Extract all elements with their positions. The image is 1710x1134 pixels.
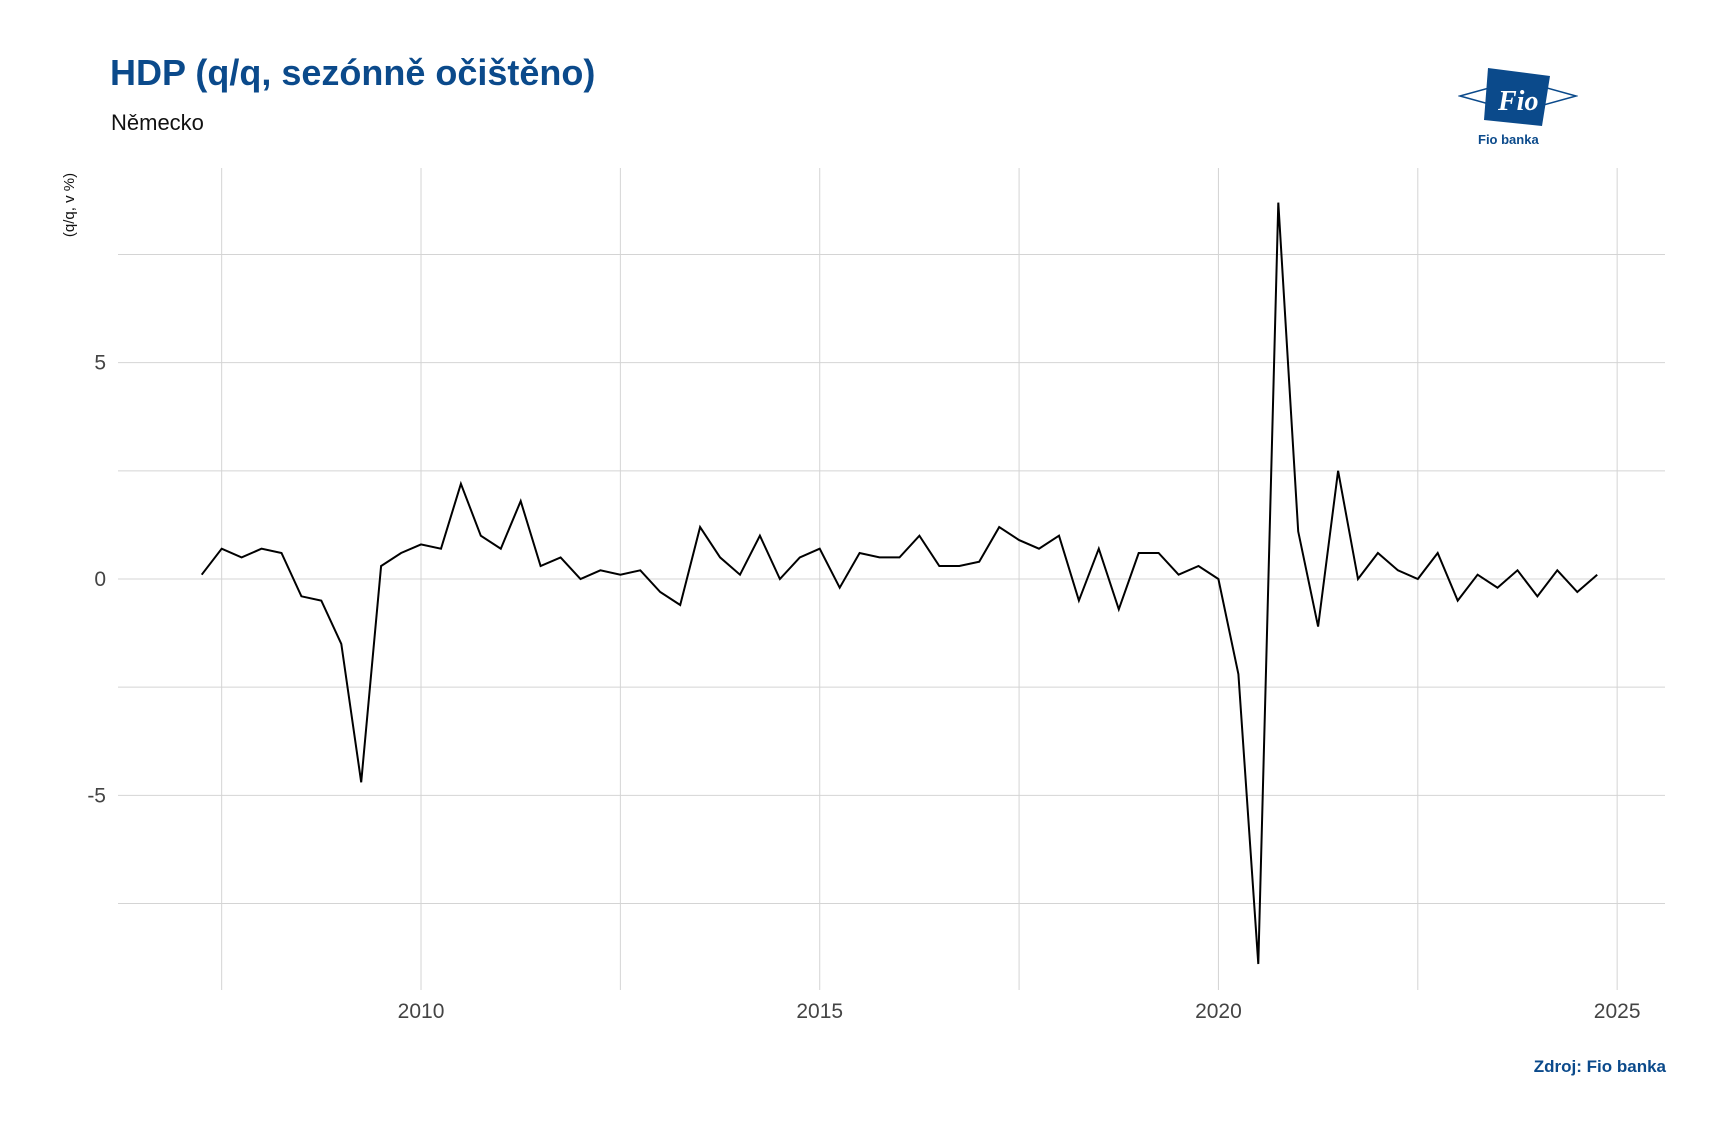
source-note: Zdroj: Fio banka [1533, 1057, 1666, 1076]
x-tick-label: 2020 [1195, 1000, 1242, 1023]
x-tick-label: 2010 [398, 1000, 445, 1023]
fio-banka-logo-icon: Fio [1458, 68, 1578, 126]
series-line [200, 202, 1598, 965]
axis-ticks: 2010 2015 2020 2025 -5 0 5 [87, 352, 1640, 1023]
logo-caption: Fio banka [1478, 132, 1539, 147]
series-layer [200, 202, 1598, 965]
y-tick-label: 5 [94, 352, 106, 375]
grid [118, 168, 1665, 990]
logo-mark-text: Fio [1497, 86, 1538, 117]
x-tick-label: 2025 [1594, 1000, 1641, 1023]
chart-subtitle: Německo [111, 110, 204, 135]
x-tick-label: 2015 [796, 1000, 843, 1023]
y-tick-label: -5 [87, 784, 106, 807]
y-axis-label: (q/q, v %) [61, 173, 78, 237]
y-tick-label: 0 [94, 568, 106, 591]
chart-title: HDP (q/q, sezónně očištěno) [110, 52, 596, 93]
